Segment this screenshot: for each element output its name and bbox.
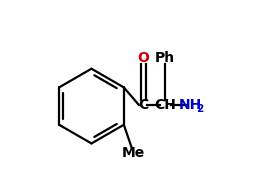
Text: NH: NH bbox=[179, 98, 202, 112]
Text: 2: 2 bbox=[197, 104, 204, 113]
Text: O: O bbox=[137, 51, 149, 65]
Text: CH: CH bbox=[154, 98, 176, 112]
Text: C: C bbox=[138, 98, 148, 112]
Text: Ph: Ph bbox=[155, 51, 175, 65]
Text: Me: Me bbox=[122, 146, 145, 160]
